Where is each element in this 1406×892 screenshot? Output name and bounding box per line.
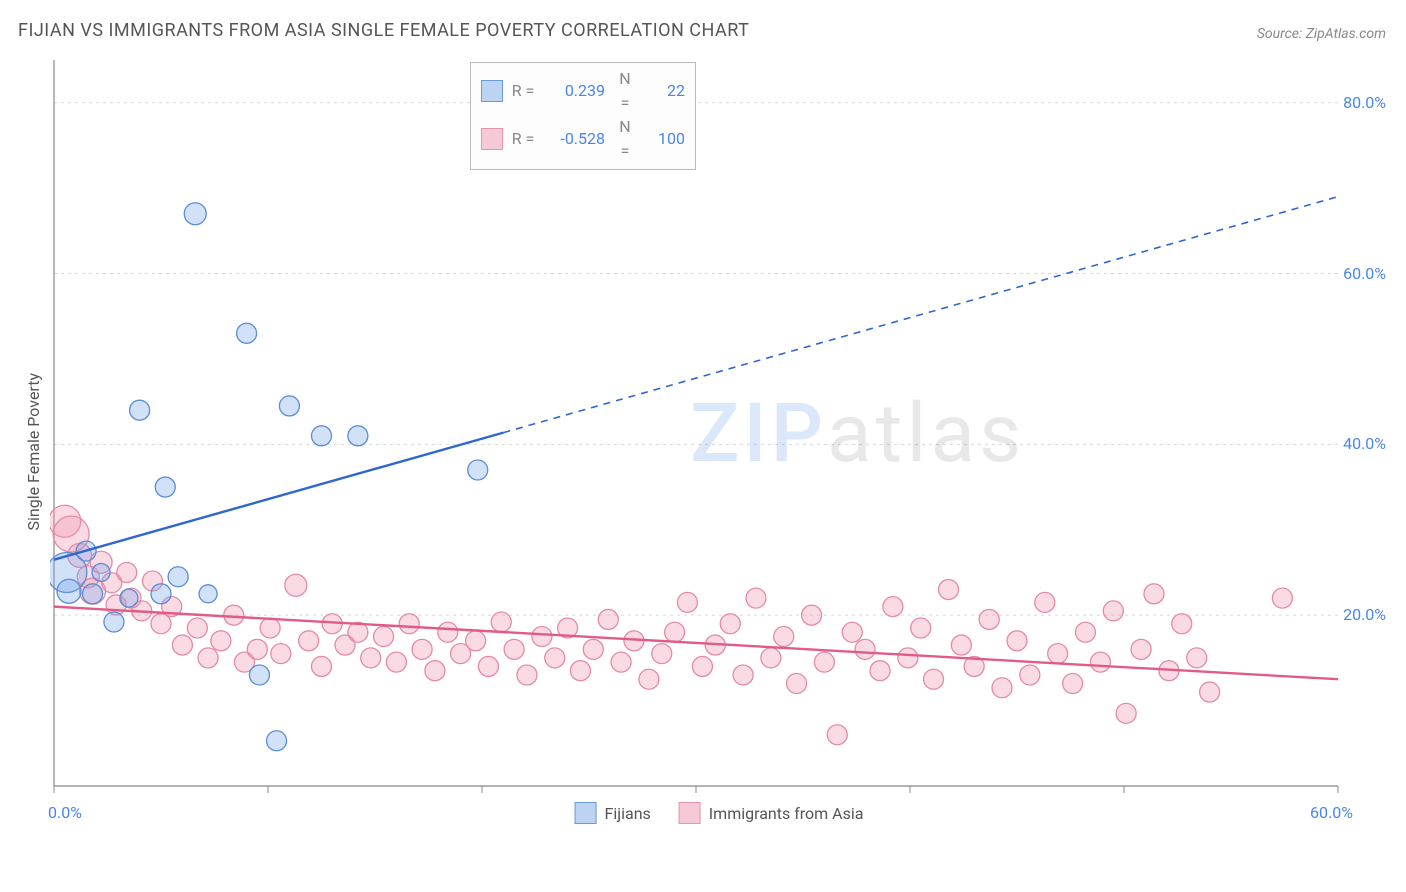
plot-area: ZIPatlas R =0.239N =22R =-0.528N =100 Fi… [50,56,1388,826]
legend-item: Fijians [575,802,651,824]
y-tick-label: 60.0% [1343,264,1386,283]
n-value: 100 [645,127,685,151]
y-tick-label: 20.0% [1343,605,1386,624]
y-tick-label: 80.0% [1343,93,1386,112]
n-value: 22 [645,79,685,103]
series-legend: Fijians Immigrants from Asia [575,802,864,824]
correlation-row: R = -0.528 N = 100 [481,115,685,163]
n-label: N = [613,115,637,163]
n-label: N = [613,67,637,115]
legend-label: Fijians [605,804,651,823]
r-value: -0.528 [543,127,605,151]
source-label: Source: ZipAtlas.com [1257,26,1386,42]
y-tick-label: 40.0% [1343,434,1386,453]
y-axis-label: Single Female Poverty [24,373,43,531]
chart-title: FIJIAN VS IMMIGRANTS FROM ASIA SINGLE FE… [18,20,749,41]
r-label: R = [511,127,535,151]
series-swatch-icon [481,128,503,150]
correlation-row: R = 0.239 N = 22 [481,67,685,115]
legend-item: Immigrants from Asia [679,802,864,824]
series-swatch-icon [481,80,503,102]
r-label: R = [511,79,535,103]
legend-swatch-icon [679,802,701,824]
correlation-legend-box: R = 0.239 N = 22 R = -0.528 N = 100 [470,62,696,170]
legend-label: Immigrants from Asia [709,804,864,823]
x-tick-label: 60.0% [1310,803,1353,822]
chart-container: FIJIAN VS IMMIGRANTS FROM ASIA SINGLE FE… [0,0,1406,892]
x-tick-label: 0.0% [48,803,82,822]
r-value: 0.239 [543,79,605,103]
scatter-svg [50,56,1388,826]
legend-swatch-icon [575,802,597,824]
